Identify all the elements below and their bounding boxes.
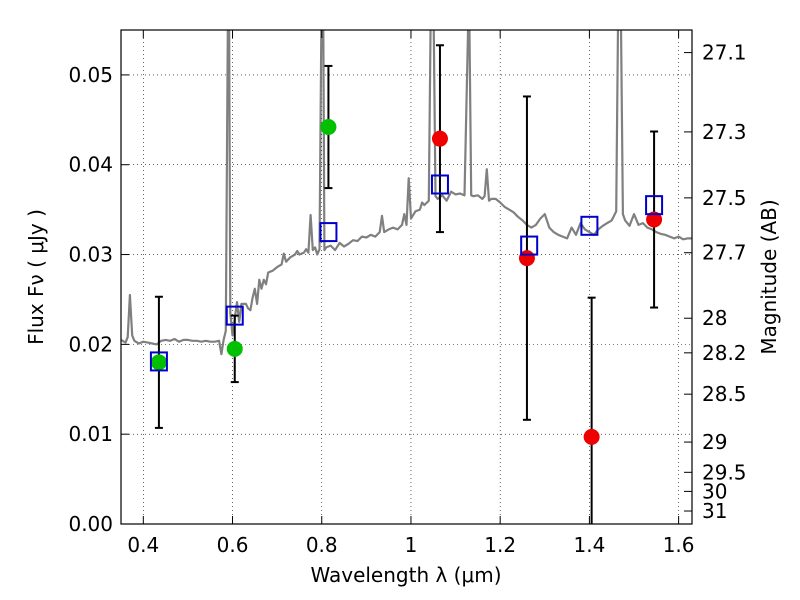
x-tick-label: 1 [405,533,418,557]
data-point-square [580,215,599,236]
mag-tick-label: 30 [702,479,727,503]
data-point-square [319,222,338,243]
data-point-square [149,351,168,372]
y-tick-label: 0.04 [68,153,113,177]
data-point-circle [583,428,600,445]
mag-tick-label: 31 [702,499,727,523]
data-point-square [225,305,244,326]
x-tick-label: 1.6 [663,533,695,557]
data-point-circle [646,211,663,228]
y-tick-label: 0.03 [68,243,113,267]
data-point-square [430,174,449,195]
y-tick-label: 0.05 [68,63,113,87]
x-tick-label: 0.6 [217,533,249,557]
mag-tick-label: 29.5 [702,460,747,484]
x-tick-label: 0.4 [127,533,159,557]
plot-background [121,30,692,524]
mag-tick-label: 28.5 [702,382,747,406]
mag-tick-label: 27.3 [702,120,747,144]
mag-tick-label: 29 [702,430,727,454]
data-point-circle [320,119,337,136]
data-point-circle [431,130,448,147]
ticks: 0.4 0.6 0.8 1 1.2 1.4 1.6 0.00 0.01 0.02 0.03 0.04 0… [68,30,747,557]
mag-tick-label: 28 [702,306,727,330]
data-point-square [520,235,539,256]
mag-tick-label: 27.1 [702,41,747,65]
data-point-circle [226,340,243,357]
plot-frame [120,29,693,525]
y-tick-label: 0.02 [68,332,113,356]
x-axis-label: Wavelength λ (μm) [310,563,501,587]
x-tick-label: 1.2 [484,533,516,557]
y-tick-label: 0.01 [68,422,113,446]
y-tick-label: 0.00 [68,512,113,536]
y-axis-label: Flux Fν ( μJy ) [24,209,48,345]
x-tick-label: 0.8 [306,533,338,557]
data-point-square [645,195,664,216]
mag-tick-label: 27.7 [702,241,747,265]
data-layer [121,30,692,524]
mag-tick-label: 27.5 [702,186,747,210]
data-point-circle [150,354,167,371]
x-tick-label: 1.4 [573,533,605,557]
mag-tick-label: 28.2 [702,341,747,365]
y-axis-right-label: Magnitude (AB) [757,199,781,354]
